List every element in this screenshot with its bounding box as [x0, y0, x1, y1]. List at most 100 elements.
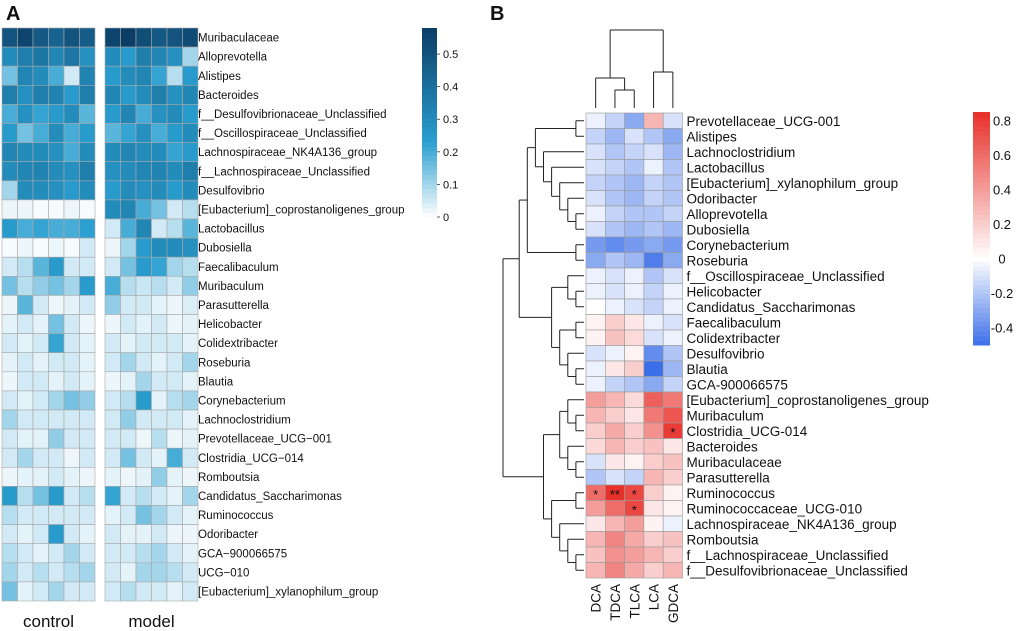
heatmap-b-cell [662, 267, 683, 284]
heatmap-a-cell [79, 104, 96, 124]
heatmap-a-cell [48, 237, 65, 258]
heatmap-a-cell [151, 27, 168, 48]
heatmap-a-cell [63, 104, 80, 124]
heatmap-a-cell [63, 256, 80, 277]
heatmap-a-cell [32, 161, 49, 182]
heatmap-a-cell [79, 505, 96, 525]
heatmap-a-cell [151, 180, 168, 201]
heatmap-a-cell [120, 104, 137, 124]
group-label: control [23, 612, 74, 631]
heatmap-a-cell [63, 524, 80, 544]
colorbar-a-segment [422, 141, 437, 147]
heatmap-a-cell [79, 581, 96, 602]
heatmap-a-cell [17, 27, 34, 48]
heatmap-a-cell [151, 295, 168, 315]
colorbar-b-segment [973, 209, 990, 216]
heatmap-b-cell [662, 391, 683, 408]
heatmap-a-cell [32, 275, 49, 296]
colorbar-a-segment [422, 117, 437, 123]
colorbar-a-segment [422, 32, 437, 38]
heatmap-a-cell [1, 505, 18, 525]
heatmap-b-cell [624, 438, 645, 455]
heatmap-b-cell [585, 562, 606, 579]
heatmap-a-cell [104, 581, 121, 602]
heatmap-a-cell [1, 237, 18, 258]
heatmap-a-cell [120, 27, 137, 48]
heatmap-b-row-label: Dubosiella [687, 222, 751, 237]
heatmap-a-cell [48, 123, 65, 143]
colorbar-b-tick-label: 0.6 [993, 148, 1011, 163]
heatmap-a-row-label: f__Oscillospiraceae_Unclassified [198, 128, 367, 140]
heatmap-a-cell [135, 85, 152, 105]
heatmap-a-cell [151, 237, 168, 258]
heatmap-a-row-label: f__Desulfovibrionaceae_Unclassified [198, 109, 387, 121]
heatmap-a-cell [151, 466, 168, 487]
heatmap-a-cell [120, 161, 137, 182]
heatmap-a-cell [17, 428, 34, 449]
panel-b-label: B [490, 3, 504, 25]
heatmap-a-row-label: [Eubacterium]_xylanophilum_group [198, 586, 378, 598]
heatmap-b-cell [624, 314, 645, 331]
heatmap-a-row-label: Dubosiella [198, 243, 252, 255]
heatmap-a-cell [120, 199, 137, 220]
heatmap-a-row-label: Blautia [198, 376, 234, 388]
heatmap-a-cell [104, 161, 121, 182]
heatmap-b-cell [662, 112, 683, 129]
heatmap-b-cell [604, 422, 625, 439]
heatmap-a-cell [182, 256, 199, 277]
heatmap-a-cell [120, 543, 137, 564]
heatmap-a-cell [120, 371, 137, 392]
heatmap-b-cell [585, 531, 606, 548]
heatmap-a-row-label: Ruminococcus [198, 510, 274, 522]
colorbar-b-segment [973, 265, 990, 271]
heatmap-a-cell [104, 524, 121, 544]
colorbar-a-segment [422, 94, 437, 100]
heatmap-a-cell [32, 333, 49, 354]
heatmap-a-cell [79, 486, 96, 506]
heatmap-b-cell [624, 128, 645, 145]
heatmap-a-cell [17, 218, 34, 239]
heatmap-b-row-label: Lachnoclostridium [687, 145, 796, 160]
heatmap-a-cell [135, 447, 152, 468]
heatmap-b-cell [585, 453, 606, 470]
heatmap-a-cell [63, 295, 80, 315]
heatmap-b-cell [604, 562, 625, 579]
heatmap-b-cell [662, 128, 683, 145]
heatmap-a-cell [17, 505, 34, 525]
heatmap-a-cell [1, 409, 18, 430]
heatmap-b-cell [585, 391, 606, 408]
heatmap-a-cell [1, 180, 18, 201]
heatmap-a-row-label: Muribaculum [198, 281, 264, 293]
heatmap-a-row-label: Candidatus_Saccharimonas [198, 491, 342, 503]
heatmap-a-cell [120, 390, 137, 411]
heatmap-a-cell [63, 543, 80, 564]
heatmap-a-cell [166, 85, 183, 105]
heatmap-a-cell [1, 218, 18, 239]
heatmap-a-cell [182, 85, 199, 105]
heatmap-a-cell [32, 46, 49, 67]
heatmap-b-column-label: LCA [647, 584, 662, 610]
heatmap-b-row-label: f__Oscillospiraceae_Unclassified [687, 269, 885, 284]
colorbar-b-segment [973, 303, 990, 309]
heatmap-b-cell [604, 314, 625, 331]
heatmap-b-cell [662, 531, 683, 548]
heatmap-a-cell [17, 314, 34, 334]
heatmap-a-cell [182, 447, 199, 468]
heatmap-a-cell [104, 371, 121, 392]
heatmap-a-cell [182, 524, 199, 544]
significance-mark: * [632, 502, 637, 517]
heatmap-a-cell [120, 218, 137, 239]
heatmap-a-cell [120, 256, 137, 277]
colorbar-b-segment [973, 251, 990, 257]
heatmap-a-cell [1, 27, 18, 48]
colorbar-a-segment [422, 202, 437, 209]
colorbar-b-segment [973, 279, 990, 285]
heatmap-a-cell [166, 237, 183, 258]
heatmap-a: Muribaculaceae Alloprevotella Alistipes Bac… [1, 27, 458, 631]
heatmap-b-cell [585, 128, 606, 145]
heatmap-a-cell [151, 524, 168, 544]
heatmap-b-row-label: Roseburia [687, 253, 749, 268]
heatmap-a-cell [120, 409, 137, 430]
heatmap-b-row-label: Desulfovibrio [687, 346, 765, 361]
heatmap-a-cell [48, 543, 65, 564]
